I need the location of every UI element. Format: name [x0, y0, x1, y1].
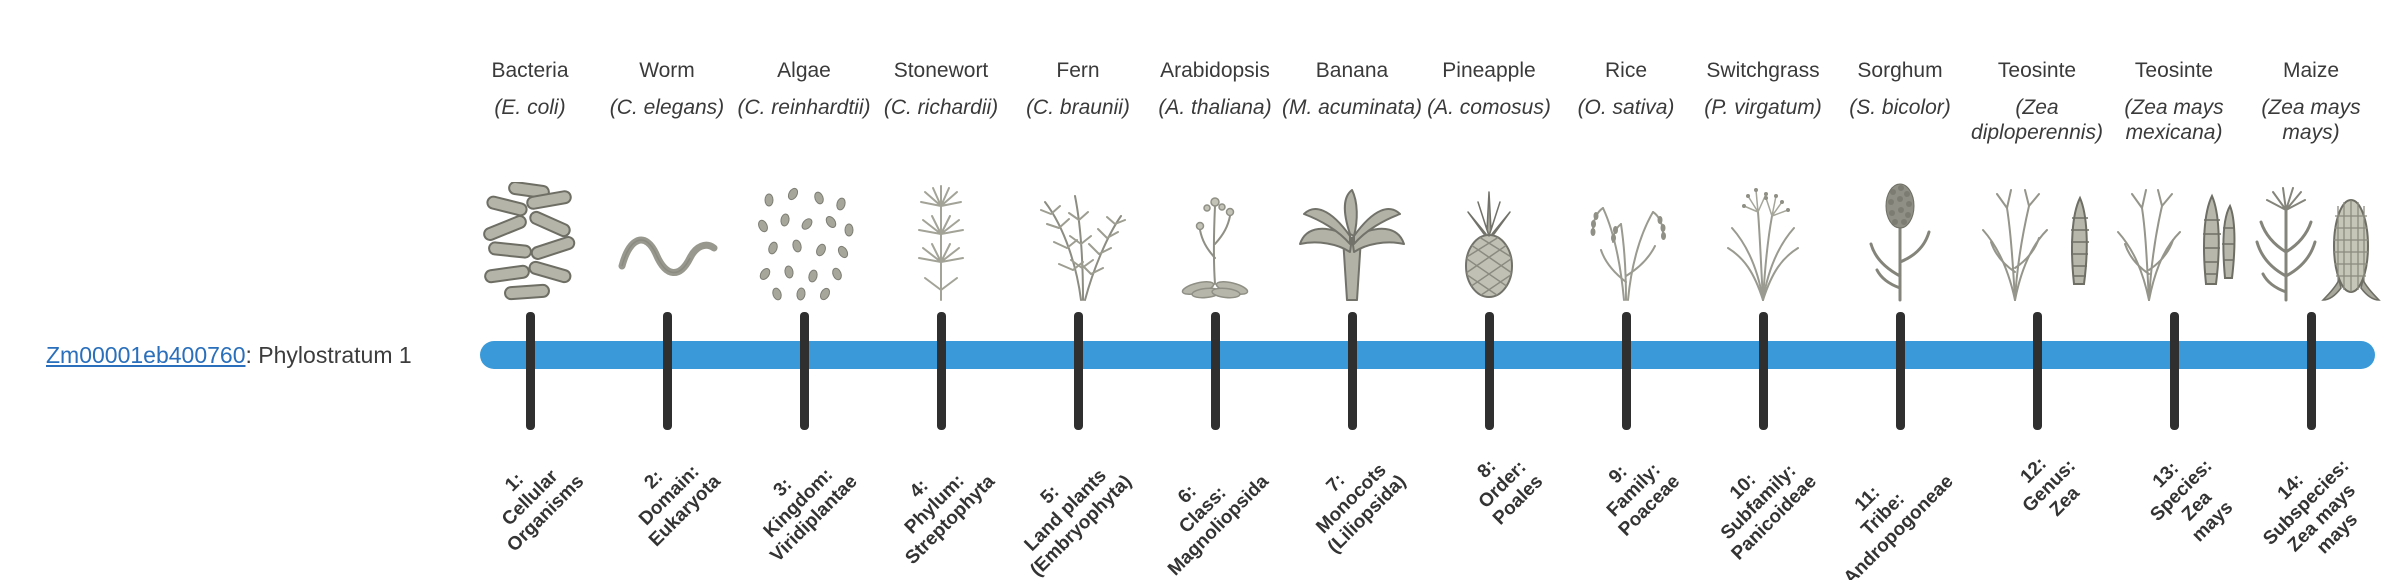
stratum-label: 1: Cellular Organisms	[497, 466, 588, 557]
organism-common-name: Stonewort	[893, 59, 989, 82]
organism-column-algae: Algae (C. reinhardtii)	[729, 58, 879, 301]
maize-icon	[2236, 168, 2386, 302]
organism-common-name: Algae	[777, 59, 831, 82]
organism-scientific-name: (Zea mays mexicana)	[2124, 96, 2224, 144]
stonewort-icon	[866, 168, 1016, 302]
gene-link[interactable]: Zm00001eb400760	[46, 342, 246, 368]
organism-scientific-name: (C. richardii)	[883, 96, 999, 119]
switchgrass-icon	[1688, 168, 1838, 302]
phylostratum-tick	[1485, 312, 1494, 430]
organism-scientific-name: (P. virgatum)	[1704, 96, 1822, 119]
organism-scientific-name: (M. acuminata)	[1281, 96, 1423, 119]
algae-icon	[729, 168, 879, 302]
organism-column-fern: Fern (C. braunii)	[1003, 58, 1153, 301]
organism-common-name: Switchgrass	[1706, 59, 1820, 82]
organism-common-name: Teosinte	[1997, 59, 2077, 82]
rice-icon	[1551, 168, 1701, 302]
organism-scientific-name: (C. elegans)	[609, 96, 725, 119]
organism-column-maize: Maize (Zea mays mays)	[2236, 58, 2386, 302]
organism-column-switchgrass: Switchgrass (P. virgatum)	[1688, 58, 1838, 301]
organism-scientific-name: (C. reinhardtii)	[737, 96, 871, 119]
stratum-label: 13: Species: Zea mays	[2146, 455, 2238, 547]
stratum-label: 8: Order: Poales	[1473, 455, 1547, 530]
organism-common-name: Banana	[1315, 59, 1389, 82]
organism-column-banana: Banana (M. acuminata)	[1277, 58, 1427, 301]
gene-label: Zm00001eb400760: Phylostratum 1	[46, 342, 412, 368]
stratum-label: 6: Class: Magnoliopsida	[1164, 471, 1273, 580]
organism-common-name: Maize	[2282, 59, 2340, 82]
phylostratum-tick	[1074, 312, 1083, 430]
organism-scientific-name: (E. coli)	[494, 96, 566, 119]
phylostratum-bar	[480, 341, 2375, 369]
phylostratum-tick	[526, 312, 535, 430]
organism-scientific-name: (Zea mays mays)	[2261, 96, 2361, 144]
arabidopsis-icon	[1140, 168, 1290, 302]
phylostratum-tick	[1211, 312, 1220, 430]
organism-scientific-name: (Zea diploperennis)	[1971, 96, 2103, 144]
teosinte-mexicana-icon	[2099, 168, 2249, 302]
organism-column-rice: Rice (O. sativa)	[1551, 58, 1701, 301]
stratum-label: 9: Family: Poaceae	[1602, 459, 1684, 541]
pineapple-icon	[1414, 168, 1564, 302]
stratum-label: 5: Land plants (Embryophyta)	[1020, 465, 1136, 580]
bacteria-icon	[455, 168, 605, 302]
phylostratum-tick	[937, 312, 946, 430]
teosinte-diploperennis-icon	[1962, 168, 2112, 302]
organism-scientific-name: (A. comosus)	[1427, 96, 1551, 119]
organism-common-name: Teosinte	[2134, 59, 2214, 82]
organism-column-stonewort: Stonewort (C. richardii)	[866, 58, 1016, 301]
organism-scientific-name: (S. bicolor)	[1849, 96, 1951, 119]
stratum-label: 3: Kingdom: Viridiplantae	[760, 464, 862, 567]
organism-column-teosinte-mexicana: Teosinte (Zea mays mexicana)	[2099, 58, 2249, 301]
phylostratum-tick	[800, 312, 809, 430]
organism-common-name: Sorghum	[1857, 59, 1943, 82]
organism-column-worm: Worm (C. elegans)	[592, 58, 742, 276]
phylostratum-tick	[1622, 312, 1631, 430]
organism-scientific-name: (C. braunii)	[1026, 96, 1130, 119]
organism-common-name: Fern	[1056, 59, 1100, 82]
fern-icon	[1003, 168, 1153, 302]
stratum-label: 4: Phylum: Streptophyta	[900, 470, 999, 569]
phylostratum-tick	[1896, 312, 1905, 430]
organism-column-sorghum: Sorghum (S. bicolor)	[1825, 58, 1975, 302]
organism-common-name: Arabidopsis	[1160, 59, 1270, 82]
phylostratum-tick	[1348, 312, 1357, 430]
stratum-label: 7: Monocots (Liliopsida)	[1312, 459, 1410, 558]
organism-column-arabidopsis: Arabidopsis (A. thaliana)	[1140, 58, 1290, 299]
phylostratum-tick	[2033, 312, 2042, 430]
organism-common-name: Rice	[1604, 59, 1647, 82]
organism-scientific-name: (A. thaliana)	[1158, 96, 1272, 119]
stratum-label: 10: Subfamily: Panicoideae	[1717, 460, 1821, 565]
organism-column-pineapple: Pineapple (A. comosus)	[1414, 58, 1564, 298]
phylostratum-tick	[1759, 312, 1768, 430]
worm-icon	[592, 168, 742, 302]
stratum-label: 12: Genus: Zea	[2016, 453, 2084, 521]
sorghum-icon	[1825, 168, 1975, 302]
phylostratum-text: : Phylostratum 1	[245, 342, 412, 368]
organism-common-name: Bacteria	[491, 59, 569, 82]
organism-common-name: Worm	[639, 59, 695, 82]
stratum-label: 14: Subspecies: Zea mays mays	[2259, 455, 2363, 559]
phylostratum-tick	[2307, 312, 2316, 430]
phylostratum-tick	[2170, 312, 2179, 430]
stratum-label: 2: Domain: Eukaryota	[635, 461, 725, 551]
organism-scientific-name: (O. sativa)	[1577, 96, 1675, 119]
organism-common-name: Pineapple	[1442, 59, 1536, 82]
phylostratum-tick	[663, 312, 672, 430]
banana-icon	[1277, 168, 1427, 302]
stratum-label: 11: Tribe: Andropogoneae	[1840, 471, 1958, 580]
organism-column-bacteria: Bacteria (E. coli)	[455, 58, 605, 301]
organism-column-teosinte-diploperennis: Teosinte (Zea diploperennis)	[1962, 58, 2112, 301]
